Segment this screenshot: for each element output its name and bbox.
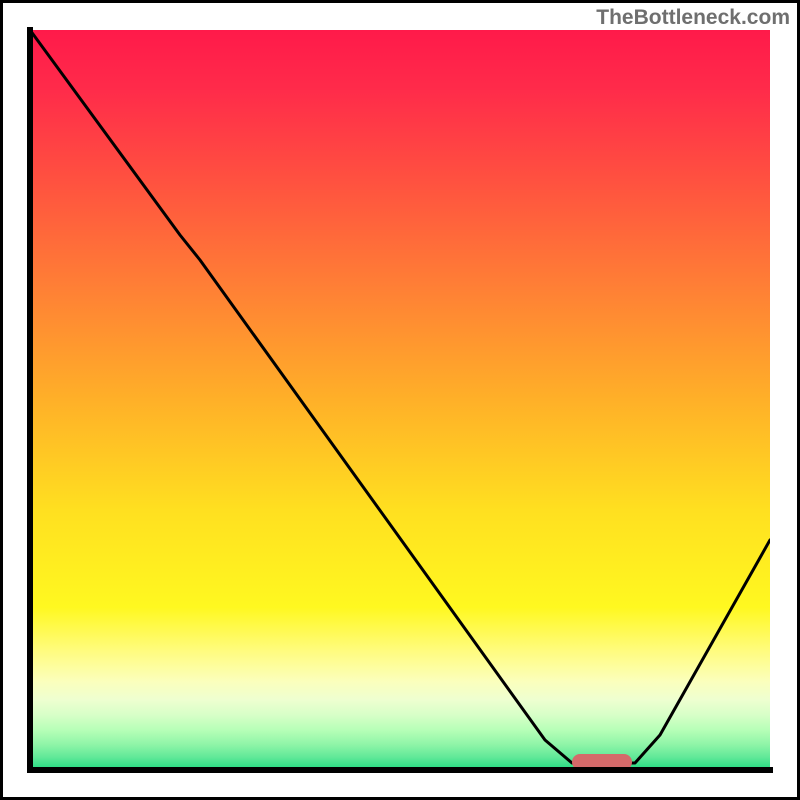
chart-container: TheBottleneck.com [0,0,800,800]
watermark-text: TheBottleneck.com [596,6,790,30]
bottleneck-chart [0,0,800,800]
plot-background [30,30,770,770]
